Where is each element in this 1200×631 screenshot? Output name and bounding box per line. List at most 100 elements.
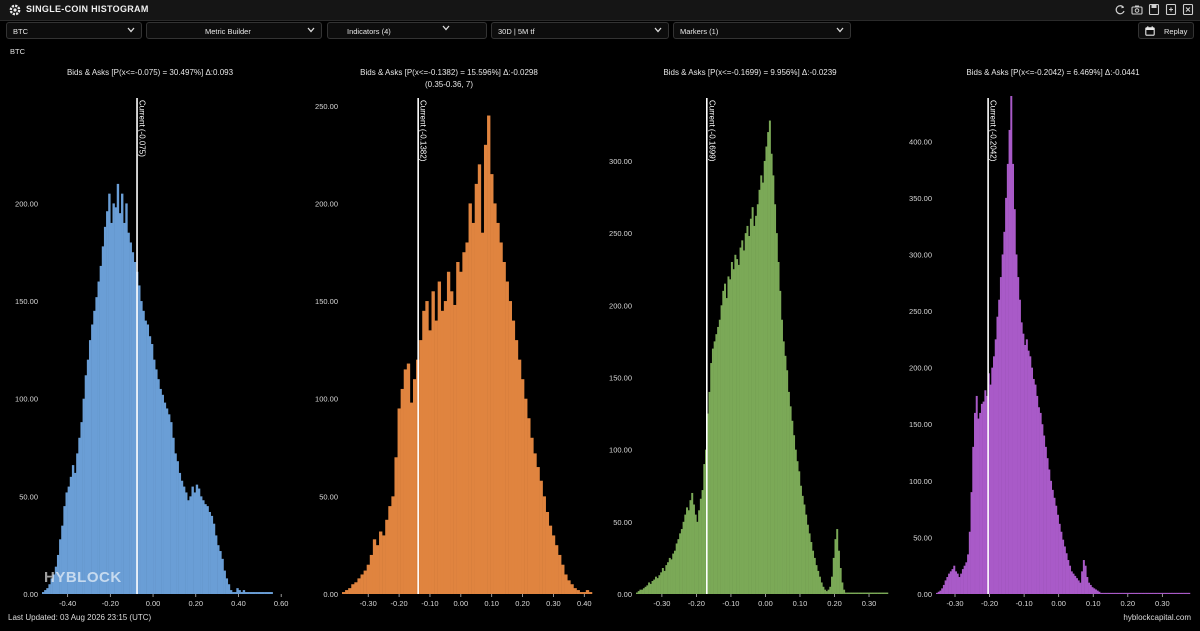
- chart-4-bar: [1184, 592, 1187, 594]
- gear-icon[interactable]: [8, 3, 22, 17]
- chart-4-bar: [1046, 458, 1049, 594]
- chart-1-bar: [125, 203, 128, 595]
- chart-4-bar: [1127, 592, 1130, 594]
- chart-4-bar: [986, 395, 989, 594]
- chart-1-bar: [182, 486, 186, 594]
- chart-4-bar: [1051, 489, 1054, 594]
- chart-3-bar: [722, 290, 725, 594]
- chevron-down-icon: [654, 27, 662, 33]
- chart-1-bar: [127, 232, 130, 595]
- chart-4-bar: [965, 562, 968, 594]
- chart-1-ytick-label: 50.00: [19, 492, 38, 501]
- chart-3-bar: [720, 305, 723, 594]
- timeframe-select[interactable]: 30D | 5M tf: [491, 22, 669, 39]
- chart-3-ytick-label: 250.00: [609, 229, 632, 238]
- site-link[interactable]: hyblockcapital.com: [1123, 613, 1191, 622]
- replay-button[interactable]: Replay: [1138, 22, 1194, 39]
- chart-1-bar: [259, 592, 263, 594]
- chart-3-bar: [870, 592, 873, 594]
- chart-4-ytick-label: 300.00: [909, 250, 932, 259]
- chart-4-bar: [953, 565, 956, 594]
- chart-3-bar: [884, 592, 887, 594]
- camera-icon[interactable]: [1131, 3, 1143, 16]
- chart-4-bar: [956, 573, 959, 594]
- chart-1-bar: [161, 394, 164, 594]
- chart-1-bar: [155, 369, 158, 594]
- chart-3-bar: [834, 539, 837, 594]
- chart-3-bar: [675, 543, 678, 594]
- close-icon[interactable]: [1182, 3, 1194, 16]
- chart-4-bar: [1131, 592, 1134, 594]
- chart-4-bar: [1067, 560, 1070, 594]
- chart-1-bar: [106, 211, 109, 595]
- chart-4-bar: [1108, 592, 1111, 594]
- chart-4-bar: [1012, 163, 1015, 594]
- chart-1-bar: [52, 574, 56, 594]
- chart-4-bar: [942, 584, 945, 594]
- chart-3-bar: [743, 250, 745, 594]
- chart-1-bar: [118, 213, 122, 595]
- chart-3-bar: [851, 592, 854, 594]
- chart-4-bar: [1032, 378, 1035, 594]
- chart-3-bar: [844, 592, 847, 594]
- chart-4-bar: [982, 401, 985, 594]
- chart-4-bar: [1056, 514, 1059, 594]
- chart-3-bar: [882, 592, 885, 594]
- chart-1-bar: [48, 584, 51, 594]
- last-updated: Last Updated: 03 Aug 2026 23:15 (UTC): [8, 613, 152, 622]
- chart-2-bar: [545, 511, 550, 594]
- chart-4-bar: [1165, 592, 1168, 594]
- chart-2-bar: [446, 271, 451, 594]
- chart-2-bar: [579, 592, 583, 594]
- chart-2-bar: [474, 183, 479, 594]
- metric-builder-select[interactable]: Metric Builder: [146, 22, 322, 39]
- chart-4-bar: [1050, 480, 1053, 594]
- chart-1-bar: [69, 476, 73, 594]
- chart-3-bar: [787, 391, 790, 594]
- chart-3-bar: [672, 553, 675, 594]
- chart-4-bar: [1010, 96, 1013, 594]
- chart-2-bar: [533, 453, 537, 594]
- chart-4-bar: [1096, 590, 1099, 594]
- refresh-icon[interactable]: [1114, 3, 1126, 16]
- export-icon[interactable]: [1165, 3, 1177, 16]
- chart-3-bar: [863, 592, 866, 594]
- chart-2-ytick-label: 100.00: [315, 395, 338, 404]
- chart-3-bar: [711, 348, 714, 594]
- chart-2-bar: [576, 590, 580, 594]
- chart-4-bar: [999, 277, 1002, 594]
- chart-3-bar: [692, 504, 695, 594]
- chart-1-bar: [204, 504, 207, 594]
- chart-4-bar: [937, 591, 940, 594]
- chart-4-bar: [1084, 565, 1087, 594]
- chart-4-bar: [1181, 592, 1184, 594]
- chart-4-bar: [941, 588, 944, 594]
- chart-1-bar: [255, 592, 258, 594]
- chart-3-bar: [827, 589, 830, 594]
- chart-1-bar: [82, 398, 85, 594]
- chart-2-bar: [348, 588, 352, 594]
- save-icon[interactable]: [1148, 3, 1160, 16]
- chart-2-bar: [542, 496, 546, 594]
- indicators-select[interactable]: Indicators (4): [327, 22, 487, 39]
- chart-2-bar: [465, 242, 469, 594]
- chart-2-ytick-label: 0.00: [323, 590, 338, 599]
- chart-4-bar: [1164, 592, 1167, 594]
- chart-3-bar: [649, 583, 652, 594]
- chart-1-bar: [242, 590, 246, 594]
- chart-2-xtick-label: 0.30: [546, 599, 561, 608]
- chart-2-bar: [342, 592, 346, 594]
- chart-4-ytick-label: 150.00: [909, 420, 932, 429]
- chart-3-bar: [687, 510, 690, 594]
- symbol-select[interactable]: BTC: [6, 22, 142, 39]
- chart-4-bar: [972, 446, 975, 594]
- chart-1-bar: [236, 588, 239, 594]
- chart-2-bar: [382, 535, 386, 594]
- chart-4-bar: [936, 592, 938, 594]
- markers-select[interactable]: Markers (1): [673, 22, 851, 39]
- markers-label: Markers (1): [680, 26, 719, 36]
- chart-1-bar: [264, 592, 267, 594]
- chart-4-bar: [1005, 197, 1008, 594]
- chart-4-bar: [1112, 592, 1115, 594]
